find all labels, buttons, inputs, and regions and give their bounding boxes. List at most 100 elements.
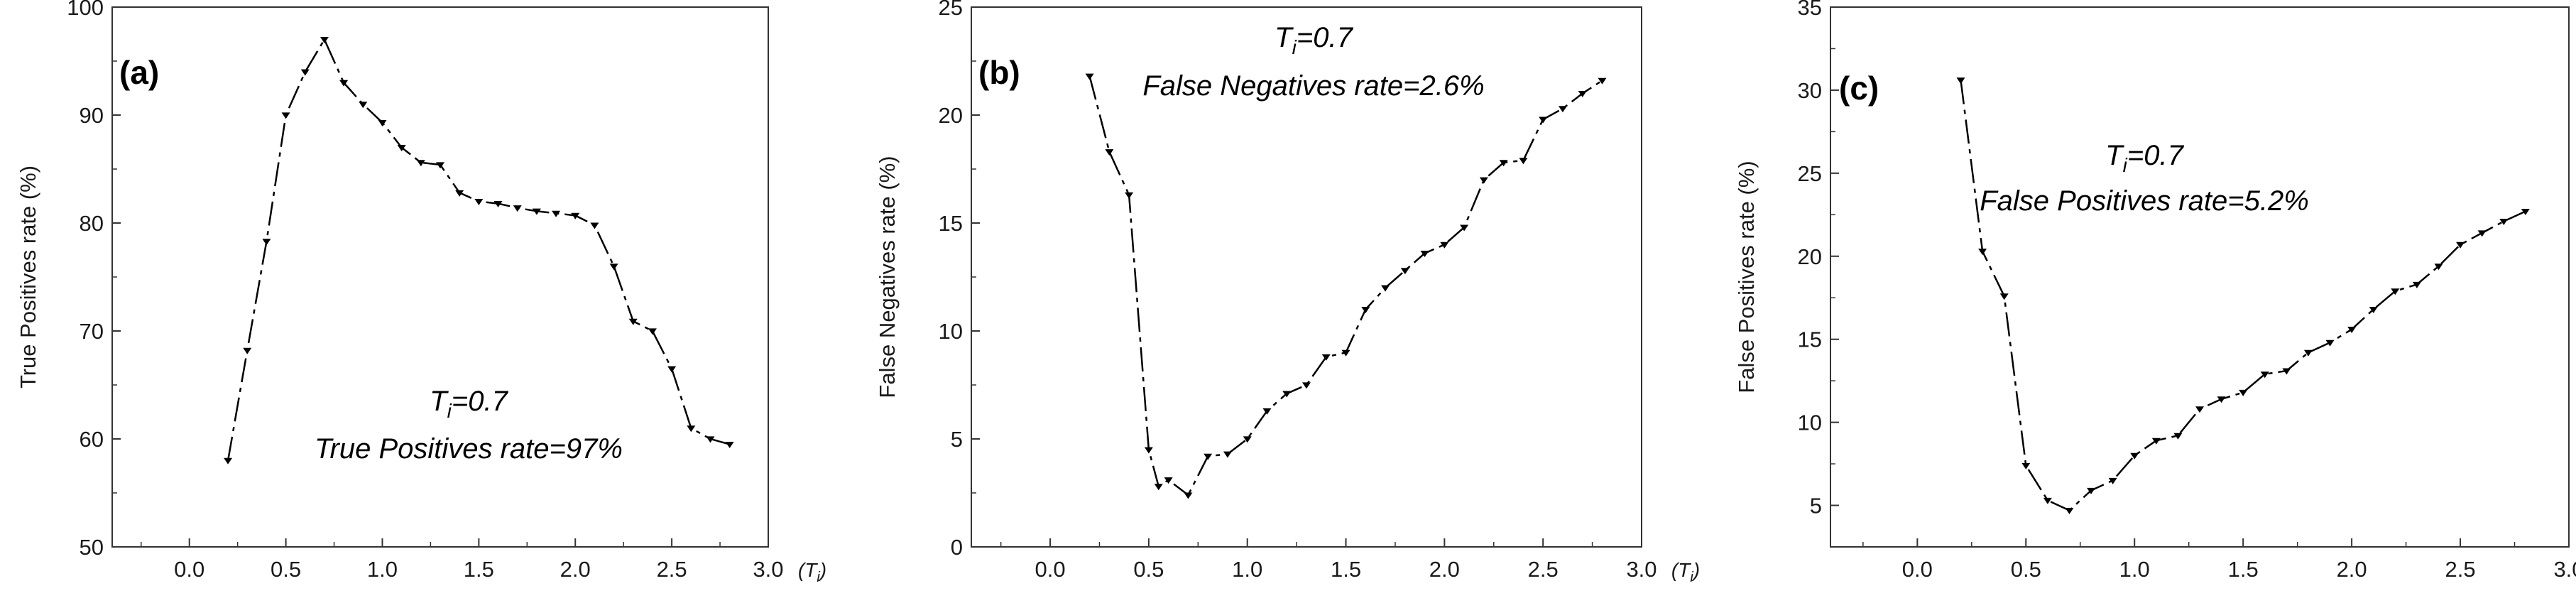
data-point [1440, 241, 1449, 249]
x-tick-label: 1.0 [2119, 557, 2150, 582]
chart-panel-1: 0.0 0.5 1.0 1.5 2.0 2.5 3.0 (Ti) 50 60 70 80 90 100 Tr… [16, 0, 826, 585]
data-point [1144, 447, 1153, 454]
annotation-rate: True Positives rate=97% [315, 433, 623, 465]
data-point [1499, 160, 1508, 167]
data-point [2151, 438, 2161, 445]
annotation-rate: False Negatives rate=2.6% [1142, 70, 1484, 102]
y-axis-title: False Negatives rate (%) [875, 156, 900, 398]
data-point [628, 318, 638, 325]
data-point [1479, 177, 1488, 184]
y-tick-label: 100 [67, 0, 104, 20]
x-tick-label: 0.0 [1035, 557, 1066, 582]
data-point [2130, 452, 2139, 460]
y-tick-label: 5 [951, 427, 963, 452]
x-tick-label: 0.5 [1133, 557, 1164, 582]
data-point [2325, 339, 2335, 347]
data-point [262, 239, 271, 246]
y-tick-label: 15 [1798, 327, 1822, 352]
plot-frame [1830, 6, 2570, 548]
data-point [706, 436, 715, 443]
y-tick-label: 15 [939, 211, 963, 236]
data-point [687, 425, 696, 433]
data-point [1321, 354, 1331, 361]
y-tick-label: 90 [80, 103, 104, 128]
data-point [416, 160, 425, 167]
y-axis-title: False Positives rate (%) [1734, 161, 1759, 393]
data-point [1361, 307, 1370, 313]
data-point [2391, 288, 2400, 295]
x-tick-label: 0.5 [2011, 557, 2041, 582]
data-point [2239, 389, 2248, 396]
panel-label: (b) [978, 54, 1020, 91]
annotation-threshold: Ti=0.7 [2105, 140, 2184, 176]
y-tick-label: 60 [80, 427, 104, 452]
y-tick-label: 10 [1798, 411, 1822, 435]
data-point [2412, 281, 2421, 288]
y-tick-label: 80 [80, 211, 104, 236]
chart-panel-2: 0.0 0.5 1.0 1.5 2.0 2.5 3.0 (Ti) 0 5 10 15 20 25 False… [875, 0, 1700, 585]
x-tick-label: 1.5 [1331, 557, 1361, 582]
x-tick-label: 2.5 [657, 557, 687, 582]
series-line [1960, 80, 2526, 512]
data-point [2434, 264, 2443, 271]
chart-panel-3: 0.00.51.01.52.02.53.0(Ti)5101520253035Fa… [1734, 0, 2576, 582]
data-point [1598, 77, 1607, 85]
data-point [2087, 487, 2096, 494]
data-point [1956, 77, 1965, 85]
x-tick-label: 2.5 [2445, 557, 2476, 582]
data-point [1460, 224, 1469, 232]
data-point [493, 201, 503, 208]
data-point [339, 80, 349, 87]
x-tick-label: 1.5 [464, 557, 494, 582]
data-point [609, 264, 618, 271]
data-point [2195, 406, 2204, 413]
y-tick-label: 25 [939, 0, 963, 20]
data-point [1999, 293, 2009, 300]
x-tick-label: 0.0 [174, 557, 204, 582]
data-point [455, 190, 464, 197]
data-point [648, 328, 657, 335]
x-tick-label: 0.0 [1902, 557, 1933, 582]
data-point [2303, 349, 2313, 357]
data-point [474, 199, 484, 205]
data-point [1243, 436, 1252, 443]
annotation-rate: False Positives rate=5.2% [1980, 185, 2309, 217]
data-point [571, 212, 580, 219]
x-unit-label: (Ti) [798, 559, 826, 585]
y-tick-label: 10 [939, 319, 963, 344]
data-point [243, 347, 252, 354]
data-point [1519, 158, 1528, 165]
data-point [2521, 209, 2530, 216]
data-point [1262, 408, 1272, 415]
y-tick-label: 70 [80, 319, 104, 344]
data-point [1105, 149, 1114, 156]
data-point [1420, 250, 1429, 257]
data-point [1164, 477, 1173, 484]
data-point [1381, 285, 1390, 292]
annotation-threshold: Ti=0.7 [430, 386, 508, 422]
data-point [1184, 492, 1193, 499]
x-tick-label: 1.0 [367, 557, 398, 582]
data-point [224, 457, 233, 465]
y-tick-label: 20 [939, 103, 963, 128]
data-point [2021, 462, 2031, 469]
x-tick-label: 1.0 [1232, 557, 1262, 582]
data-point [300, 69, 310, 76]
data-point [281, 112, 290, 119]
plot-frame [111, 6, 769, 548]
data-point [2043, 497, 2052, 504]
x-tick-label: 2.5 [1528, 557, 1559, 582]
data-point [397, 145, 406, 151]
data-point [2477, 230, 2487, 237]
data-point [667, 366, 677, 373]
data-point [1223, 451, 1232, 458]
x-tick-label: 2.0 [1429, 557, 1460, 582]
annotation-threshold: Ti=0.7 [1275, 22, 1353, 58]
data-point [1978, 249, 1987, 256]
y-tick-label: 50 [80, 535, 104, 560]
data-point [1558, 106, 1567, 113]
x-tick-label: 2.0 [2337, 557, 2367, 582]
y-tick-label: 5 [1810, 494, 1822, 518]
x-tick-label: 3.0 [2553, 557, 2576, 582]
data-point [359, 102, 368, 109]
